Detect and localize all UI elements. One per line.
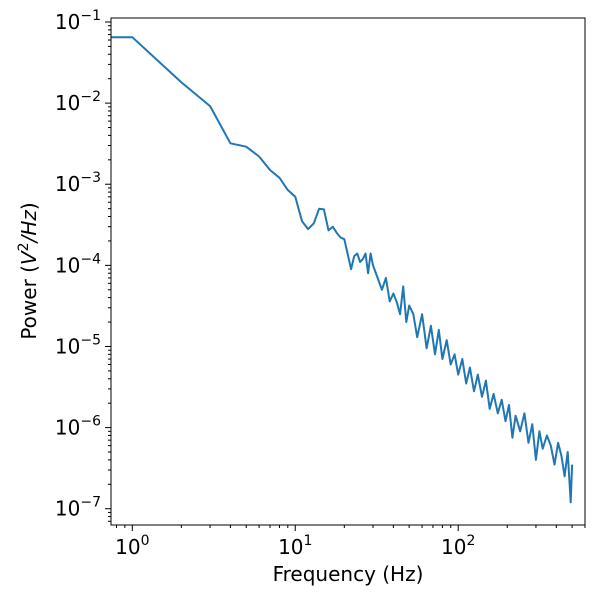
y-axis-label-unit: /Hz bbox=[17, 210, 41, 245]
y-tick-label: 10−2 bbox=[55, 89, 101, 115]
y-tick-label: 10−3 bbox=[55, 170, 101, 196]
x-axis-label: Frequency (Hz) bbox=[273, 562, 424, 586]
y-tick-label: 10−1 bbox=[55, 8, 101, 34]
y-axis-label-v: V bbox=[17, 250, 41, 265]
y-tick-label: 10−7 bbox=[55, 495, 101, 521]
y-tick-label: 10−6 bbox=[55, 414, 101, 440]
plot-area bbox=[111, 18, 585, 525]
y-tick-label: 10−4 bbox=[55, 251, 101, 277]
y-axis-label-v-exponent: 2 bbox=[16, 242, 32, 251]
x-axis-ticks: 100 101 102 bbox=[115, 525, 586, 559]
axes-frame bbox=[110, 17, 586, 526]
x-tick-label: 102 bbox=[441, 533, 475, 559]
x-tick-label: 100 bbox=[115, 533, 149, 559]
y-axis-label-prefix: Power ( bbox=[17, 265, 41, 340]
y-axis-label-suffix: ) bbox=[17, 202, 41, 210]
y-axis-label: Power (V2/Hz) bbox=[16, 202, 41, 339]
x-tick-label: 101 bbox=[278, 533, 312, 559]
y-axis-ticks: 10−7 10−6 10−5 10−4 10−3 10−2 10−1 bbox=[55, 8, 111, 522]
power-series-line bbox=[111, 36, 574, 504]
y-tick-label: 10−5 bbox=[55, 332, 101, 358]
